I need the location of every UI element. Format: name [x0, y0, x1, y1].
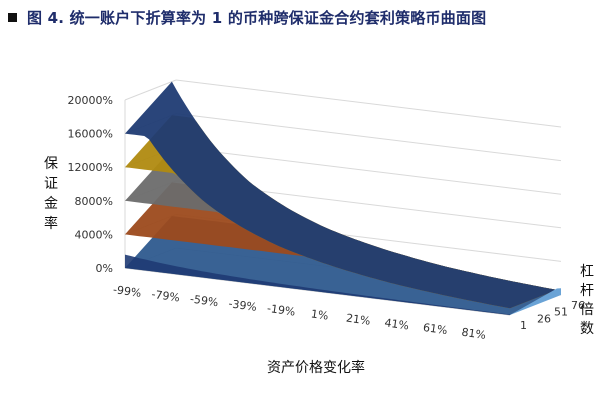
x-tick-label: -99% [112, 283, 142, 300]
z-tick-label: 1 [520, 319, 527, 332]
surface-right-cap [510, 288, 561, 315]
x-tick-label: 41% [384, 316, 410, 332]
surface-layer [125, 81, 561, 315]
y-tick-label: 4000% [75, 228, 113, 241]
back-gridline [175, 113, 562, 162]
title-row: 图 4. 统一账户下折算率为 1 的币种跨保证金合约套利策略币曲面图 [8, 6, 486, 28]
side-gridline [124, 79, 177, 101]
y-tick-label: 8000% [75, 195, 113, 208]
z-tick-label: 76 [571, 299, 585, 312]
tick-layer: 0% 4000% 8000% 12000% 16000% 20000% -99% -79% -5… [68, 94, 585, 342]
axis-title-char: 杠 [580, 264, 594, 280]
axis-title-char: 数 [580, 321, 594, 337]
x-tick-label: 81% [461, 326, 487, 342]
axis-title-char: 证 [44, 176, 58, 192]
x-axis-title: 资产价格变化率 [267, 359, 365, 376]
y-tick-label: 16000% [68, 128, 113, 141]
y-axis-title: 保证金率 [44, 156, 58, 232]
chart-title: 图 4. 统一账户下折算率为 1 的币种跨保证金合约套利策略币曲面图 [27, 8, 487, 27]
z-axis-title: 杠杆倍数 [580, 264, 594, 337]
title-bullet [8, 12, 17, 22]
z-tick-label: 51 [554, 306, 568, 319]
back-gridline [175, 79, 562, 128]
x-tick-label: -39% [228, 297, 258, 314]
axis-title-char: 倍 [580, 302, 594, 318]
x-tick-label: -59% [189, 292, 219, 309]
z-tick-label: 26 [537, 312, 551, 325]
surface-band [125, 81, 557, 309]
y-tick-label: 0% [96, 262, 113, 275]
x-tick-label: -79% [151, 288, 181, 305]
axis-title-char: 金 [44, 196, 58, 212]
x-tick-label: -19% [266, 302, 296, 319]
x-tick-label: 1% [310, 307, 329, 322]
x-tick-label: 61% [422, 321, 448, 337]
x-tick-label: 21% [345, 312, 371, 328]
y-tick-label: 12000% [68, 161, 113, 174]
axis-title-char: 率 [44, 215, 58, 232]
axis-title-char: 杆 [580, 283, 594, 299]
back-gridline [175, 146, 562, 195]
axis-title-char: 保 [44, 156, 58, 172]
y-tick-label: 20000% [68, 94, 113, 107]
